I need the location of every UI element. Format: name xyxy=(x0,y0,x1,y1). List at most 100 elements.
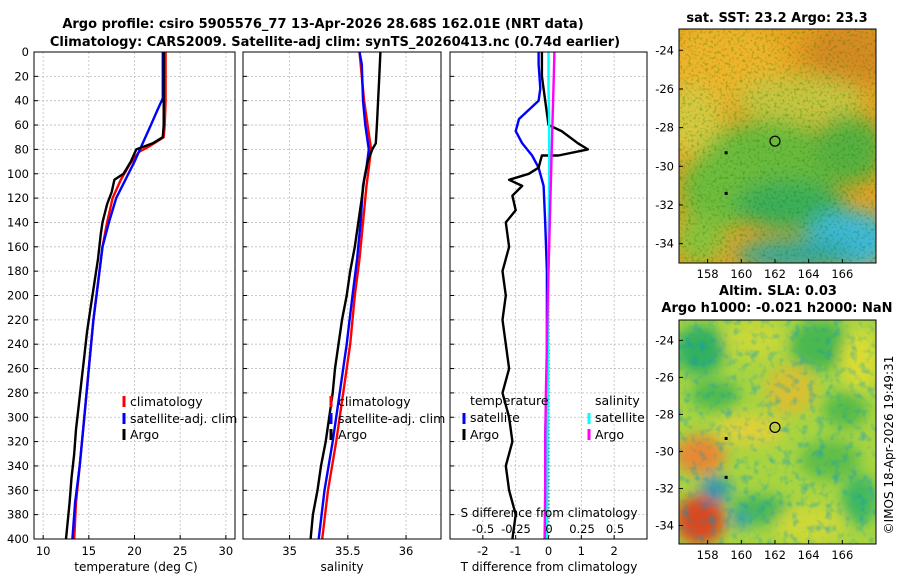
y-tick-label: 200 xyxy=(7,289,29,303)
difference-xlabel: T difference from climatology xyxy=(460,560,638,574)
x-tick-label: 35.5 xyxy=(335,544,361,558)
legend-salinity-title: salinity xyxy=(595,393,640,408)
float-dot xyxy=(724,151,728,155)
y-tick-label: 360 xyxy=(7,483,29,497)
y-tick-label: 100 xyxy=(7,167,29,181)
salinity-panel: 35 35.5 36 salinity climatology satellite-… xyxy=(242,51,445,574)
y-tick-label: 220 xyxy=(7,313,29,327)
legend-temperature-title: temperature xyxy=(470,393,549,408)
s-diff-tick-label: 0.25 xyxy=(569,522,595,536)
y-tick-label: 160 xyxy=(7,240,29,254)
map-y-tick-label: -32 xyxy=(655,198,674,212)
map-y-tick-label: -30 xyxy=(655,159,674,173)
imos-timestamp: ©IMOS 18-Apr-2026 19:49:31 xyxy=(882,356,896,535)
salinity-legend: climatology satellite-adj. clim Argo xyxy=(329,394,445,442)
x-tick-label: 35 xyxy=(282,544,297,558)
legend-s-argo: Argo xyxy=(595,427,624,442)
y-tick-label: 340 xyxy=(7,459,29,473)
y-tick-label: 180 xyxy=(7,264,29,278)
map-y-tick-label: -32 xyxy=(655,481,674,495)
x-tick-label: 20 xyxy=(127,544,142,558)
salinity-difference-legend: salinity satellite Argo xyxy=(587,393,645,442)
float-dot xyxy=(724,475,728,479)
map-x-tick-label: 164 xyxy=(798,548,820,562)
depth-tick-labels: 0 20 40 60 80 100 120 140 160 180 200 220 240 260 280 3… xyxy=(7,45,29,546)
s-difference-tick-labels: -0.5 -0.25 0 0.25 0.5 xyxy=(472,522,624,536)
legend-climatology: climatology xyxy=(338,394,411,409)
legend-argo: Argo xyxy=(338,427,367,442)
series-line-temperature-argo xyxy=(501,52,590,539)
map-x-tick-label: 162 xyxy=(764,548,786,562)
y-tick-label: 380 xyxy=(7,508,29,522)
salinity-tick-labels: 35 35.5 36 xyxy=(282,544,413,558)
difference-panel: -2 -1 0 1 2 T difference from climatology S … xyxy=(449,51,648,574)
y-tick-label: 240 xyxy=(7,337,29,351)
map-x-tick-label: 164 xyxy=(798,267,820,281)
series-line-argo xyxy=(64,52,165,539)
series-line-climatology xyxy=(321,52,373,539)
map-x-tick-label: 158 xyxy=(697,548,719,562)
series-line-satellite-adj-clim xyxy=(317,52,370,539)
temperature-panel: 0 20 40 60 80 100 120 140 160 180 200 220 240 260 280 3… xyxy=(7,45,237,574)
temperature-lines xyxy=(64,52,167,539)
x-tick-label: -2 xyxy=(477,544,488,558)
sla-map-subtitle: Argo h1000: -0.021 h2000: NaN xyxy=(661,301,892,316)
legend-satellite-adj: satellite-adj. clim xyxy=(130,411,237,426)
figure-title-line2: Climatology: CARS2009. Satellite-adj cli… xyxy=(50,35,620,50)
y-tick-label: 0 xyxy=(22,45,29,59)
legend-t-satellite: satellite xyxy=(470,410,520,425)
sst-field xyxy=(679,29,876,263)
temperature-tick-labels: 10 15 20 25 30 xyxy=(36,544,233,558)
temperature-difference-legend: temperature satellite Argo xyxy=(462,393,549,442)
profile-location-circle xyxy=(769,135,781,147)
map-y-tick-label: -26 xyxy=(655,370,674,384)
map-x-tick-label: 160 xyxy=(730,267,752,281)
y-tick-label: 400 xyxy=(7,532,29,546)
map-y-tick-label: -24 xyxy=(655,333,674,347)
difference-grid xyxy=(450,51,647,540)
y-tick-label: 60 xyxy=(14,118,29,132)
float-dot xyxy=(724,191,728,195)
legend-satellite-adj: satellite-adj. clim xyxy=(338,411,445,426)
map-y-tick-label: -30 xyxy=(655,444,674,458)
x-tick-label: 25 xyxy=(173,544,188,558)
sla-map-ticks: 158 160 162 164 166 -24 -26 -28 -30 -32 -34 xyxy=(655,333,853,562)
series-line-satellite-adj-clim xyxy=(71,52,165,539)
temperature-xlabel: temperature (deg C) xyxy=(74,560,197,574)
legend-argo: Argo xyxy=(130,427,159,442)
sst-map-ticks: 158 160 162 164 166 -24 -26 -28 -30 -32 -34 xyxy=(655,43,853,281)
sla-profile-marker xyxy=(724,421,781,479)
s-difference-label: S difference from climatology xyxy=(461,506,638,520)
legend-climatology: climatology xyxy=(130,394,203,409)
y-tick-label: 260 xyxy=(7,362,29,376)
temperature-grid xyxy=(34,51,235,540)
temperature-legend: climatology satellite-adj. clim Argo xyxy=(122,394,237,442)
salinity-xlabel: salinity xyxy=(320,560,363,574)
y-tick-label: 40 xyxy=(14,94,29,108)
x-tick-label: 1 xyxy=(578,544,585,558)
series-line-salinity-argo xyxy=(543,52,556,539)
s-diff-tick-label: 0 xyxy=(545,522,552,536)
map-x-tick-label: 162 xyxy=(764,267,786,281)
x-tick-label: 0 xyxy=(545,544,552,558)
x-tick-label: 10 xyxy=(36,544,51,558)
sst-map-title: sat. SST: 23.2 Argo: 23.3 xyxy=(686,11,867,26)
x-tick-label: -1 xyxy=(510,544,521,558)
map-y-tick-label: -24 xyxy=(655,43,674,57)
map-x-tick-label: 158 xyxy=(697,267,719,281)
y-tick-label: 280 xyxy=(7,386,29,400)
y-tick-label: 320 xyxy=(7,435,29,449)
y-tick-label: 80 xyxy=(14,142,29,156)
figure-title-line1: Argo profile: csiro 5905576_77 13-Apr-20… xyxy=(62,17,583,32)
series-line-salinity-satellite xyxy=(545,52,551,539)
map-y-tick-label: -28 xyxy=(655,407,674,421)
y-tick-label: 140 xyxy=(7,215,29,229)
x-tick-label: 2 xyxy=(611,544,618,558)
sla-field xyxy=(679,320,876,544)
map-y-tick-label: -26 xyxy=(655,82,674,96)
y-tick-label: 120 xyxy=(7,191,29,205)
map-y-tick-label: -34 xyxy=(655,237,674,251)
s-diff-tick-label: -0.5 xyxy=(472,522,494,536)
sst-map: sat. SST: 23.2 Argo: 23.3 158 160 162 164 16… xyxy=(655,11,877,281)
